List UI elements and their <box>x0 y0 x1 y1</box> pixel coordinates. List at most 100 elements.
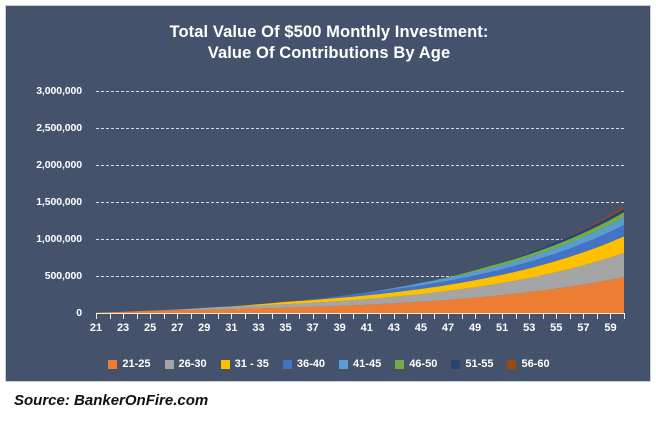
x-axis-tick <box>339 313 341 319</box>
x-axis-tick <box>475 313 477 319</box>
x-tick-label: 33 <box>252 322 265 334</box>
x-tick-label: 27 <box>171 322 184 334</box>
legend-item-21-25[interactable]: 21-25 <box>108 358 151 370</box>
x-axis-tick <box>217 313 219 319</box>
area-series-21-25 <box>96 277 624 313</box>
x-axis-tick <box>610 313 612 319</box>
x-axis-line <box>96 313 624 314</box>
x-tick-label: 43 <box>387 322 400 334</box>
legend-swatch-icon <box>282 359 292 369</box>
y-tick-label: 2,000,000 <box>36 159 82 171</box>
x-axis-tick <box>231 313 233 319</box>
chart-title-line1: Total Value Of $500 Monthly Investment: <box>169 23 489 41</box>
legend-label: 46-50 <box>409 358 438 370</box>
x-tick-label: 57 <box>577 322 590 334</box>
x-axis-tick <box>366 313 368 319</box>
x-axis-tick <box>177 313 179 319</box>
x-tick-label: 31 <box>225 322 238 334</box>
x-axis-tick <box>434 313 436 319</box>
legend-swatch-icon <box>108 359 118 369</box>
x-axis-tick <box>136 313 138 319</box>
x-tick-label: 39 <box>333 322 346 334</box>
legend-swatch-icon <box>339 359 349 369</box>
y-tick-label: 3,000,000 <box>36 85 82 97</box>
legend-swatch-icon <box>164 359 174 369</box>
area-series-26-30 <box>96 252 624 313</box>
legend-label: 26-30 <box>178 358 207 370</box>
y-tick-label: 2,500,000 <box>36 122 82 134</box>
x-tick-label: 41 <box>360 322 373 334</box>
x-axis-tick <box>407 313 409 319</box>
chart-title-line2: Value Of Contributions By Age <box>207 44 451 62</box>
x-axis-tick <box>353 313 355 319</box>
x-axis-ticks <box>96 313 625 319</box>
area-series-36-40 <box>96 225 624 313</box>
source-note: Source: BankerOnFire.com <box>14 392 209 409</box>
legend-label: 41-45 <box>353 358 382 370</box>
area-series-31-35 <box>96 236 624 313</box>
x-axis-tick <box>244 313 246 319</box>
stacked-areas <box>96 91 624 313</box>
legend-item-36-40[interactable]: 36-40 <box>282 358 326 370</box>
x-tick-label: 59 <box>604 322 617 334</box>
gridline <box>96 128 624 129</box>
x-tick-label: 37 <box>306 322 319 334</box>
legend-item-31-35[interactable]: 31 - 35 <box>220 358 269 370</box>
gridline <box>96 239 624 240</box>
x-axis-tick <box>502 313 504 319</box>
legend: 21-25 26-30 31 - 35 36-40 41-45 46-50 51-55 56-… <box>6 358 652 370</box>
y-tick-label: 0 <box>76 307 82 319</box>
legend-item-56-60[interactable]: 56-60 <box>507 358 550 370</box>
x-axis-tick <box>461 313 463 319</box>
gridline <box>96 202 624 203</box>
x-tick-label: 47 <box>441 322 455 334</box>
legend-label: 21-25 <box>122 358 151 370</box>
x-axis-labels: 21 23 25 27 29 31 33 35 37 39 41 43 45 47 49 51 53 55 57 59 <box>90 322 624 338</box>
chart-panel-inner: Total Value Of $500 Monthly Investment: … <box>6 6 650 381</box>
legend-swatch-icon <box>451 359 461 369</box>
x-tick-label: 35 <box>279 322 292 334</box>
chart-panel: Total Value Of $500 Monthly Investment: … <box>5 5 651 382</box>
legend-swatch-icon <box>507 359 517 369</box>
x-axis-tick <box>596 313 598 319</box>
legend-item-26-30[interactable]: 26-30 <box>164 358 207 370</box>
legend-item-41-45[interactable]: 41-45 <box>339 358 381 370</box>
legend-swatch-icon <box>220 359 230 369</box>
x-tick-label: 25 <box>144 322 157 334</box>
x-tick-label: 45 <box>414 322 428 334</box>
legend-label: 31 - 35 <box>234 358 269 370</box>
x-axis-tick <box>420 313 422 319</box>
y-tick-label: 1,500,000 <box>36 196 82 208</box>
gridline <box>96 165 624 166</box>
x-axis-tick <box>204 313 206 319</box>
x-axis-tick <box>258 313 260 319</box>
x-axis-tick <box>299 313 301 319</box>
legend-item-46-50[interactable]: 46-50 <box>395 358 437 370</box>
x-axis-tick <box>515 313 517 319</box>
x-axis-tick <box>393 313 395 319</box>
x-tick-label: 29 <box>198 322 211 334</box>
legend-label: 51-55 <box>465 358 494 370</box>
x-axis-tick <box>163 313 165 319</box>
x-axis-tick <box>569 313 571 319</box>
y-axis: 3,000,000 2,500,000 2,000,000 1,500,000 1,00… <box>6 6 96 381</box>
legend-swatch-icon <box>395 359 405 369</box>
x-axis-tick <box>583 313 585 319</box>
x-axis-tick <box>96 313 97 319</box>
x-axis-tick <box>190 313 192 319</box>
x-axis-tick <box>109 313 111 319</box>
x-axis-tick <box>272 313 273 319</box>
x-axis-tick <box>326 313 328 319</box>
x-axis-tick <box>556 313 558 319</box>
plot-area <box>96 91 624 313</box>
y-tick-label: 1,000,000 <box>36 233 82 245</box>
legend-label: 36-40 <box>296 358 326 370</box>
x-axis-tick <box>123 313 125 319</box>
legend-item-51-55[interactable]: 51-55 <box>451 358 493 370</box>
x-tick-label: 53 <box>523 322 536 334</box>
x-axis-tick <box>624 313 625 319</box>
x-tick-label: 23 <box>116 322 130 334</box>
gridline <box>96 276 624 277</box>
area-series-group <box>96 206 624 313</box>
